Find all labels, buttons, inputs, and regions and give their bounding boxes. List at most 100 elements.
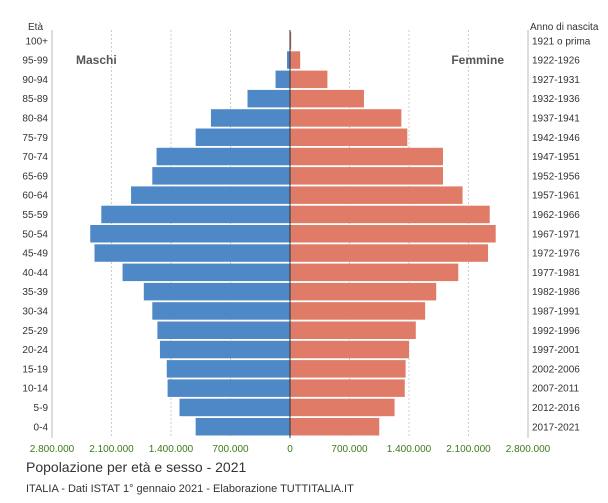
bar-femmine	[290, 263, 459, 282]
bar-femmine	[290, 379, 405, 397]
birth-year-label: 1967-1971	[532, 229, 580, 240]
x-tick-label: 0	[287, 444, 293, 455]
bar-maschi	[143, 282, 290, 301]
chart-title: Popolazione per età e sesso - 2021	[26, 459, 247, 475]
bar-femmine	[290, 398, 395, 417]
bar-maschi	[287, 51, 290, 69]
bar-maschi	[90, 225, 290, 243]
legend-maschi: Maschi	[76, 53, 117, 67]
age-label: 85-89	[22, 94, 48, 105]
x-tick-label: 2.800.000	[30, 444, 75, 455]
bar-femmine	[290, 340, 409, 359]
bar-maschi	[156, 147, 290, 166]
legend-femmine: Femmine	[451, 53, 504, 67]
x-tick-label: 700.000	[331, 444, 368, 455]
birth-year-label: 1982-1986	[532, 287, 580, 298]
bar-femmine	[290, 321, 416, 339]
bar-maschi	[94, 244, 290, 262]
x-tick-label: 2.100.000	[89, 444, 134, 455]
chart-source: ITALIA - Dati ISTAT 1° gennaio 2021 - El…	[26, 483, 354, 495]
bar-femmine	[290, 147, 443, 166]
bar-femmine	[290, 32, 292, 50]
birth-year-label: 1972-1976	[532, 249, 580, 260]
age-label: 90-94	[22, 75, 48, 86]
bar-maschi	[275, 70, 290, 89]
bar-maschi	[247, 89, 290, 108]
x-tick-label: 1.400.000	[149, 444, 194, 455]
age-label: 40-44	[22, 268, 48, 279]
age-label: 20-24	[22, 345, 48, 356]
birth-year-label: 1921 o prima	[532, 36, 591, 47]
bar-maschi	[157, 321, 290, 339]
bar-femmine	[290, 244, 489, 262]
x-tick-label: 2.800.000	[506, 444, 551, 455]
age-label: 100+	[25, 36, 48, 47]
birth-year-label: 1987-1991	[532, 306, 580, 317]
age-label: 25-29	[22, 326, 48, 337]
birth-year-label: 1977-1981	[532, 268, 580, 279]
birth-year-label: 1962-1966	[532, 210, 580, 221]
x-tick-label: 1.400.000	[387, 444, 432, 455]
bar-maschi	[152, 167, 290, 185]
bar-femmine	[290, 109, 402, 127]
age-label: 5-9	[34, 403, 49, 414]
age-label: 70-74	[22, 152, 48, 163]
bar-maschi	[166, 360, 290, 378]
birth-year-label: 1932-1936	[532, 94, 580, 105]
birth-year-label: 1997-2001	[532, 345, 580, 356]
age-label: 30-34	[22, 306, 48, 317]
age-label: 60-64	[22, 191, 48, 202]
bar-femmine	[290, 360, 406, 378]
birth-year-label: 1942-1946	[532, 133, 580, 144]
age-label: 10-14	[22, 384, 48, 395]
axes: 2.800.000 2.100.000 1.400.000 700.000 0 700.0…	[22, 30, 591, 455]
bar-femmine	[290, 282, 437, 301]
left-axis-header: Età	[28, 22, 43, 33]
birth-year-label: 2007-2011	[532, 384, 580, 395]
bar-maschi	[195, 418, 290, 436]
bar-femmine	[290, 186, 463, 204]
bar-femmine	[290, 418, 380, 436]
bar-femmine	[290, 167, 443, 185]
bar-femmine	[290, 70, 328, 89]
bar-femmine	[290, 302, 426, 320]
birth-year-label: 1937-1941	[532, 113, 580, 124]
age-label: 35-39	[22, 287, 48, 298]
bar-maschi	[210, 109, 290, 127]
birth-year-label: 1947-1951	[532, 152, 580, 163]
age-label: 55-59	[22, 210, 48, 221]
bar-femmine	[290, 128, 408, 146]
birth-year-label: 2017-2021	[532, 422, 580, 433]
age-label: 95-99	[22, 56, 48, 67]
bar-femmine	[290, 89, 364, 108]
age-label: 65-69	[22, 171, 48, 182]
age-label: 15-19	[22, 364, 48, 375]
birth-year-label: 2002-2006	[532, 364, 580, 375]
birth-year-label: 1992-1996	[532, 326, 580, 337]
birth-year-label: 1922-1926	[532, 56, 580, 67]
bar-maschi	[179, 398, 290, 417]
bar-maschi	[152, 302, 290, 320]
birth-year-label: 1957-1961	[532, 191, 580, 202]
birth-year-label: 1952-1956	[532, 171, 580, 182]
right-axis-header: Anno di nascita	[530, 22, 599, 33]
bar-femmine	[290, 205, 490, 224]
bar-femmine	[290, 225, 496, 243]
x-tick-label: 2.100.000	[446, 444, 491, 455]
bar-maschi	[195, 128, 290, 146]
age-label: 0-4	[34, 422, 49, 433]
bar-maschi	[122, 263, 290, 282]
bar-maschi	[101, 205, 290, 224]
age-label: 45-49	[22, 249, 48, 260]
bar-maschi	[131, 186, 290, 204]
bar-maschi	[167, 379, 290, 397]
age-label: 50-54	[22, 229, 48, 240]
birth-year-label: 1927-1931	[532, 75, 580, 86]
age-label: 80-84	[22, 113, 48, 124]
age-label: 75-79	[22, 133, 48, 144]
x-tick-label: 700.000	[212, 444, 249, 455]
bars	[90, 32, 496, 436]
birth-year-label: 2012-2016	[532, 403, 580, 414]
bar-femmine	[290, 51, 301, 69]
